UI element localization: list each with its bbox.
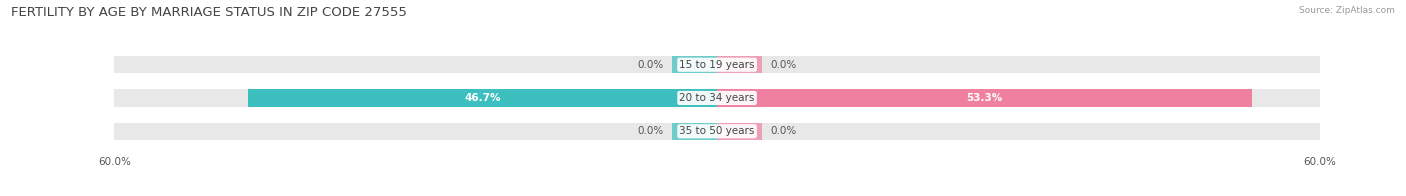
Text: 0.0%: 0.0% [637, 60, 664, 70]
Text: 53.3%: 53.3% [966, 93, 1002, 103]
Text: 0.0%: 0.0% [770, 126, 797, 136]
Text: Source: ZipAtlas.com: Source: ZipAtlas.com [1299, 6, 1395, 15]
Bar [717, 89, 1253, 107]
Text: 35 to 50 years: 35 to 50 years [679, 126, 755, 136]
Bar [114, 56, 1320, 73]
Bar [717, 56, 762, 73]
Text: 0.0%: 0.0% [770, 60, 797, 70]
Text: 20 to 34 years: 20 to 34 years [679, 93, 755, 103]
Bar [672, 123, 717, 140]
Bar [247, 89, 717, 107]
Bar [114, 123, 1320, 140]
Text: FERTILITY BY AGE BY MARRIAGE STATUS IN ZIP CODE 27555: FERTILITY BY AGE BY MARRIAGE STATUS IN Z… [11, 6, 408, 19]
Text: 46.7%: 46.7% [464, 93, 501, 103]
Bar [717, 123, 762, 140]
Text: 0.0%: 0.0% [637, 126, 664, 136]
Bar [672, 56, 717, 73]
Text: 15 to 19 years: 15 to 19 years [679, 60, 755, 70]
Bar [114, 89, 1320, 107]
